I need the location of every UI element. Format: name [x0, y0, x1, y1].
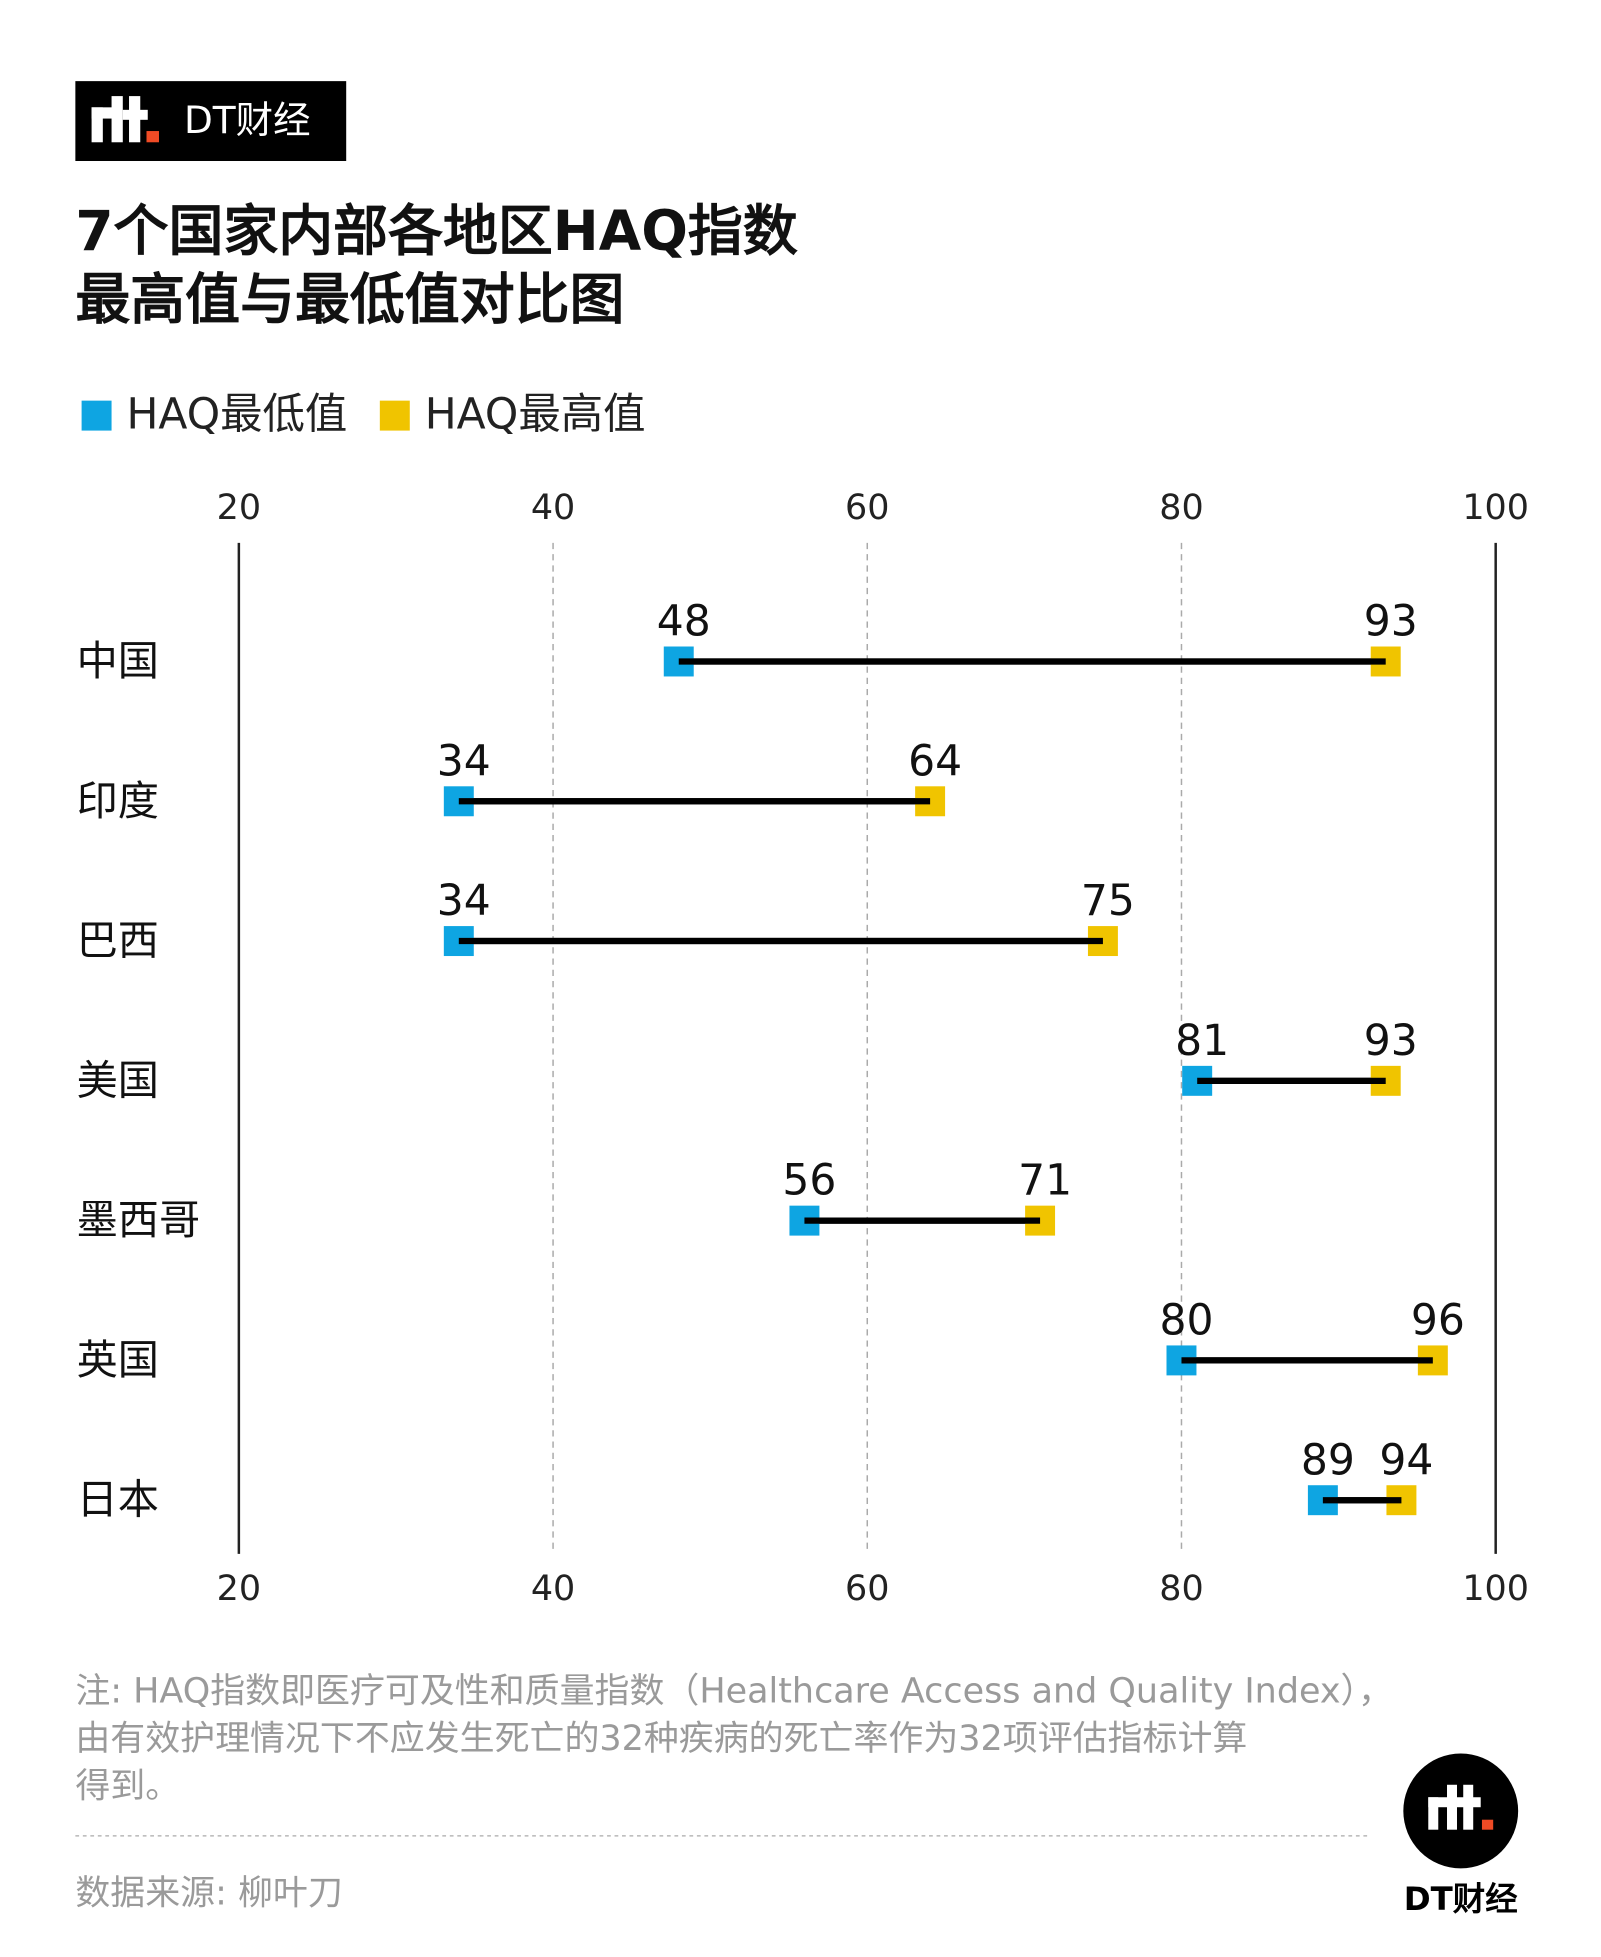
y-tick-label: 日本 — [77, 1476, 159, 1524]
note: 由有效护理情况下不应发生死亡的32种疾病的死亡率作为32项评估指标计算 — [75, 1719, 1247, 1759]
source: 数据来源: 柳叶刀 — [75, 1874, 342, 1914]
logo-dot — [146, 131, 159, 143]
y-tick-label: 中国 — [77, 637, 159, 685]
note: 注: HAQ指数即医疗可及性和质量指数（Healthcare Access an… — [75, 1671, 1393, 1711]
x-tick-label: 80 — [1159, 488, 1203, 528]
value-label: 56 — [782, 1157, 836, 1206]
x-tick-label: 100 — [1462, 488, 1529, 528]
y-tick-label: 印度 — [77, 777, 159, 825]
x-tick-label: 40 — [531, 1569, 575, 1609]
value-label: 34 — [437, 737, 491, 786]
logo-shape — [111, 96, 123, 143]
legend-label: HAQ最高值 — [425, 390, 646, 439]
value-label: 34 — [437, 877, 491, 926]
value-label: 94 — [1379, 1436, 1433, 1485]
value-label: 81 — [1175, 1017, 1229, 1066]
x-tick-label: 60 — [845, 488, 889, 528]
legend-swatch — [81, 400, 112, 431]
logo-circle — [1403, 1753, 1519, 1869]
y-tick-label: 美国 — [77, 1056, 159, 1104]
y-tick-label: 英国 — [77, 1336, 159, 1384]
logo-shape — [122, 109, 148, 120]
logo-dot — [1481, 1819, 1494, 1830]
logo-shape — [91, 107, 122, 119]
value-label: 93 — [1364, 1017, 1418, 1066]
note: 得到。 — [75, 1766, 180, 1806]
value-label: 71 — [1018, 1157, 1072, 1206]
x-tick-label: 40 — [531, 488, 575, 528]
logo-header: DT财经 — [75, 81, 347, 162]
x-tick-label: 60 — [845, 1569, 889, 1609]
x-tick-label: 100 — [1462, 1569, 1529, 1609]
x-tick-label: 20 — [217, 488, 261, 528]
logo-shape — [1456, 1797, 1481, 1808]
value-label: 96 — [1411, 1296, 1465, 1345]
logo-shape — [1428, 1797, 1439, 1830]
logo-footer: DT财经 — [1403, 1753, 1519, 1918]
y-tick-label: 巴西 — [77, 917, 159, 965]
value-label: 75 — [1081, 877, 1135, 926]
legend-label: HAQ最低值 — [127, 390, 348, 439]
logo-shape — [91, 107, 103, 143]
chart-title: 7个国家内部各地区HAQ指数 — [75, 199, 797, 263]
logo-shape — [1447, 1784, 1457, 1830]
x-tick-label: 80 — [1159, 1569, 1203, 1609]
y-tick-label: 墨西哥 — [77, 1196, 201, 1244]
value-label: 64 — [908, 737, 962, 786]
brand: DT财经 — [184, 98, 311, 142]
logo-shape — [1428, 1797, 1456, 1808]
value-label: 89 — [1301, 1436, 1355, 1485]
value-label: 80 — [1159, 1296, 1213, 1345]
x-tick-label: 20 — [217, 1569, 261, 1609]
value-label: 93 — [1364, 598, 1418, 647]
legend-swatch — [379, 400, 410, 431]
value-label: 48 — [657, 598, 711, 647]
brand: DT财经 — [1404, 1880, 1518, 1918]
chart-title: 最高值与最低值对比图 — [75, 267, 624, 331]
